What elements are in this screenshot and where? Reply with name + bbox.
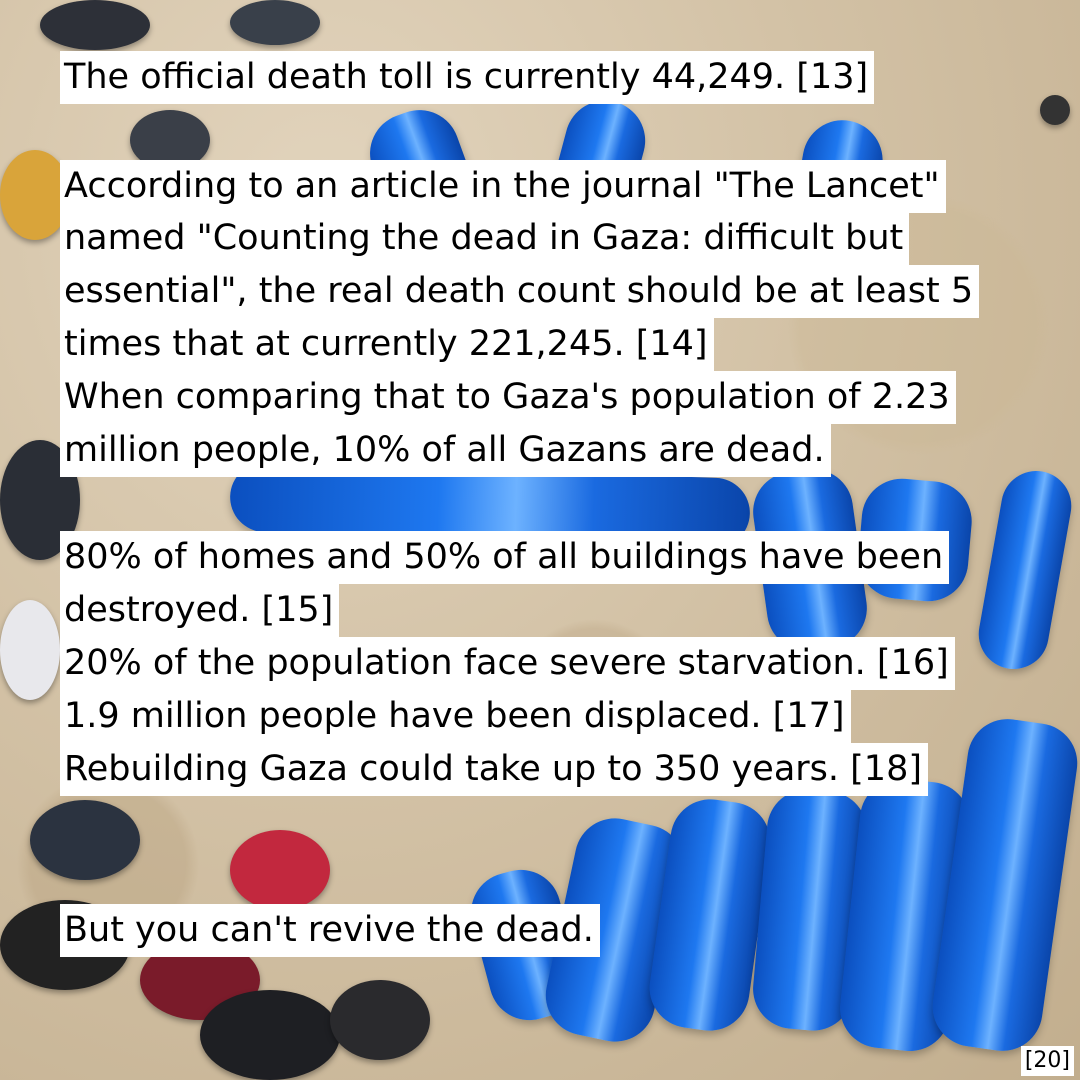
lancet-text-line-4: times that at currently 221,245. [14]	[60, 318, 714, 371]
displaced-text: 1.9 million people have been displaced. …	[60, 690, 851, 743]
homes-text-line-1: 80% of homes and 50% of all buildings ha…	[60, 531, 950, 584]
population-text-line-1: When comparing that to Gaza's population…	[60, 371, 956, 424]
person	[0, 150, 70, 240]
person	[230, 0, 320, 45]
closing-text: But you can't revive the dead.	[60, 904, 600, 957]
lancet-text-line-3: essential", the real death count should …	[60, 265, 980, 318]
lancet-text-line-1: According to an article in the journal "…	[60, 160, 946, 213]
person	[200, 990, 340, 1080]
person	[330, 980, 430, 1060]
death-toll-text: The official death toll is currently 44,…	[60, 51, 875, 104]
person	[1040, 95, 1070, 125]
lancet-text-line-2: named "Counting the dead in Gaza: diffic…	[60, 212, 910, 265]
homes-text-line-2: destroyed. [15]	[60, 584, 340, 637]
rebuilding-text: Rebuilding Gaza could take up to 350 yea…	[60, 743, 928, 796]
person	[0, 600, 60, 700]
person	[230, 830, 330, 910]
population-text-line-2: million people, 10% of all Gazans are de…	[60, 424, 831, 477]
person	[40, 0, 150, 50]
person	[30, 800, 140, 880]
starvation-text: 20% of the population face severe starva…	[60, 637, 955, 690]
source-reference: [20]	[1020, 1046, 1074, 1076]
